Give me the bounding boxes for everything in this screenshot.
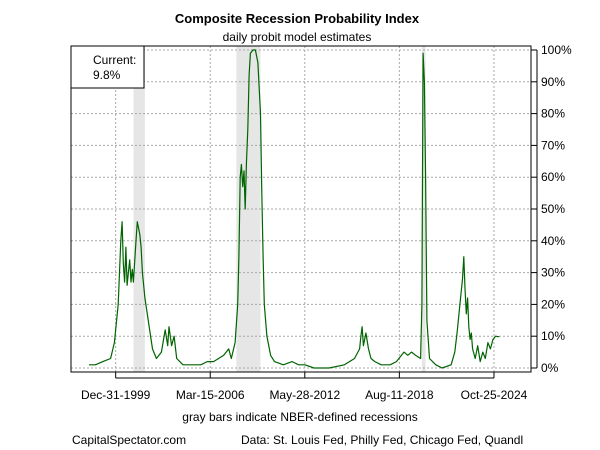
current-value-box: Current: 9.8% xyxy=(70,45,145,89)
y-tick-label: 50% xyxy=(541,202,565,216)
series-group xyxy=(89,49,500,369)
y-tick-label: 10% xyxy=(541,329,565,343)
y-tick-label: 0% xyxy=(541,361,559,375)
series-line-1 xyxy=(89,49,500,369)
y-tick-label: 100% xyxy=(541,43,572,57)
x-axis-note: gray bars indicate NBER-defined recessio… xyxy=(182,410,417,424)
y-axis: 0% 10% 20% 30% 40% 50% 60% 70% 80% 90% 100% xyxy=(531,43,572,375)
y-tick-label: 90% xyxy=(541,75,565,89)
chart-title: Composite Recession Probability Index xyxy=(175,11,420,26)
x-tick-label: Aug-11-2018 xyxy=(365,388,434,402)
x-axis: Dec-31-1999 Mar-15-2006 May-28-2012 Aug-11-… xyxy=(81,372,528,402)
y-tick-label: 60% xyxy=(541,170,565,184)
y-tick-label: 40% xyxy=(541,234,565,248)
y-tick-label: 30% xyxy=(541,266,565,280)
x-tick-label: Oct-25-2024 xyxy=(461,388,528,402)
y-tick-label: 80% xyxy=(541,107,565,121)
grid-lines xyxy=(71,46,531,372)
y-tick-label: 20% xyxy=(541,297,565,311)
current-box-frame xyxy=(70,45,145,89)
current-label: Current: xyxy=(93,53,136,67)
chart-subtitle: daily probit model estimates xyxy=(223,30,372,44)
footer-data-credit: Data: St. Louis Fed, Philly Fed, Chicago… xyxy=(241,433,523,447)
y-tick-label: 70% xyxy=(541,138,565,152)
x-tick-label: Mar-15-2006 xyxy=(176,388,245,402)
footer-source-site: CapitalSpectator.com xyxy=(72,433,186,447)
x-tick-label: May-28-2012 xyxy=(269,388,340,402)
x-tick-label: Dec-31-1999 xyxy=(81,388,151,402)
current-value: 9.8% xyxy=(93,68,121,82)
